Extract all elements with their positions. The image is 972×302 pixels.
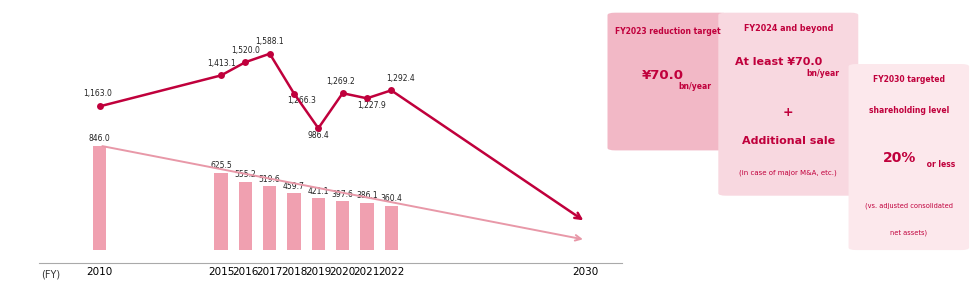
- Text: 846.0: 846.0: [88, 134, 111, 143]
- Text: or less: or less: [924, 160, 955, 169]
- Bar: [215, 173, 227, 250]
- Text: 1,413.1: 1,413.1: [207, 59, 235, 68]
- Text: FY2030 targeted: FY2030 targeted: [873, 76, 945, 85]
- Text: 555.2: 555.2: [234, 170, 257, 179]
- Bar: [361, 203, 373, 250]
- Text: 519.6: 519.6: [259, 175, 281, 184]
- Text: bn/year: bn/year: [678, 82, 712, 91]
- Text: (in case of major M&A, etc.): (in case of major M&A, etc.): [740, 169, 837, 176]
- Bar: [312, 198, 325, 250]
- Text: FY2023 reduction target: FY2023 reduction target: [615, 27, 720, 36]
- Text: At least ¥70.0: At least ¥70.0: [735, 57, 822, 67]
- Bar: [336, 201, 349, 250]
- Text: 986.4: 986.4: [307, 131, 330, 140]
- Text: 1,588.1: 1,588.1: [256, 37, 284, 46]
- Bar: [385, 206, 398, 250]
- Text: 459.7: 459.7: [283, 182, 305, 191]
- Text: 386.1: 386.1: [356, 191, 378, 200]
- Text: shareholding level: shareholding level: [869, 106, 949, 115]
- Bar: [239, 182, 252, 250]
- Text: 1,269.2: 1,269.2: [326, 77, 355, 86]
- Text: 625.5: 625.5: [210, 162, 232, 170]
- Text: 1,163.0: 1,163.0: [83, 89, 112, 98]
- Text: +: +: [783, 106, 793, 119]
- Text: 1,520.0: 1,520.0: [231, 46, 260, 55]
- Text: net assets): net assets): [890, 230, 927, 236]
- Text: ¥70.0: ¥70.0: [642, 69, 684, 82]
- Text: 360.4: 360.4: [380, 194, 402, 203]
- Text: Additional sale: Additional sale: [742, 136, 835, 146]
- Text: 1,266.3: 1,266.3: [287, 96, 316, 105]
- Text: 20%: 20%: [883, 151, 916, 165]
- Bar: [288, 194, 300, 250]
- Text: 397.6: 397.6: [331, 190, 354, 199]
- Text: (vs. adjusted consolidated: (vs. adjusted consolidated: [865, 202, 953, 209]
- Bar: [263, 186, 276, 250]
- Text: (FY): (FY): [41, 270, 60, 280]
- Text: FY2024 and beyond: FY2024 and beyond: [744, 24, 833, 33]
- Text: bn/year: bn/year: [807, 69, 840, 79]
- Text: 1,292.4: 1,292.4: [387, 74, 415, 83]
- Bar: [93, 146, 106, 250]
- Text: 421.1: 421.1: [307, 187, 330, 196]
- Text: 1,227.9: 1,227.9: [358, 101, 386, 110]
